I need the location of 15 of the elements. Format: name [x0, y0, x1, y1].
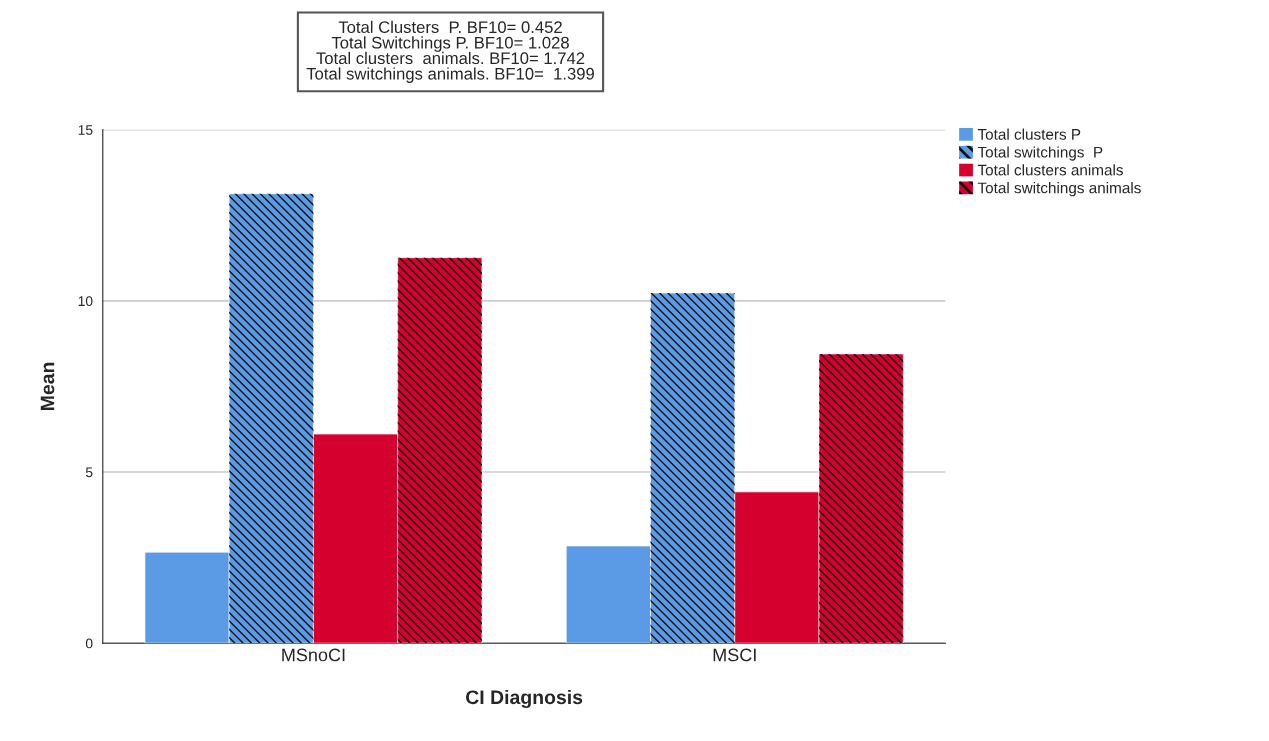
legend-label: Total switchings P [977, 146, 1103, 161]
y-tick-label: 5 [85, 467, 93, 478]
legend-label: Total clusters animals [977, 164, 1123, 176]
y-tick-label: 0 [85, 638, 93, 649]
y-tick-label: 15 [78, 125, 93, 135]
legend-label: Total switchings animals [977, 182, 1141, 197]
bar [565, 545, 651, 644]
text: Total Clusters P. BF10= 0.452 Total Switchings P. BF10= 1.028 Total clusters animals. BF10= 1.742 Total switchings animals. BF10= 1.399 [306, 20, 594, 83]
legend-label: Total clusters P [977, 128, 1081, 140]
y-axis-title: Mean [40, 362, 55, 410]
x-axis-title: CI Diagnosis [466, 689, 583, 709]
y-tick-label: 10 [78, 296, 93, 307]
x-tick-label: MSnoCI [282, 648, 345, 662]
bar [144, 551, 230, 644]
x-tick-label: MSCI [713, 648, 756, 662]
